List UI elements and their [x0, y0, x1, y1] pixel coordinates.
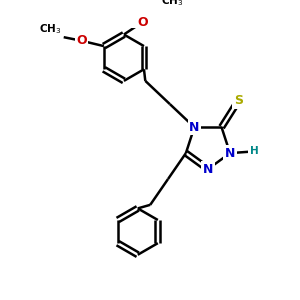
Text: N: N: [189, 121, 200, 134]
Text: N: N: [225, 147, 235, 160]
Text: N: N: [203, 163, 213, 176]
Text: O: O: [137, 16, 148, 28]
Text: O: O: [76, 34, 87, 47]
Text: CH$_3$: CH$_3$: [40, 22, 62, 36]
Text: S: S: [234, 94, 243, 107]
Text: H: H: [250, 146, 259, 156]
Text: CH$_3$: CH$_3$: [161, 0, 184, 8]
